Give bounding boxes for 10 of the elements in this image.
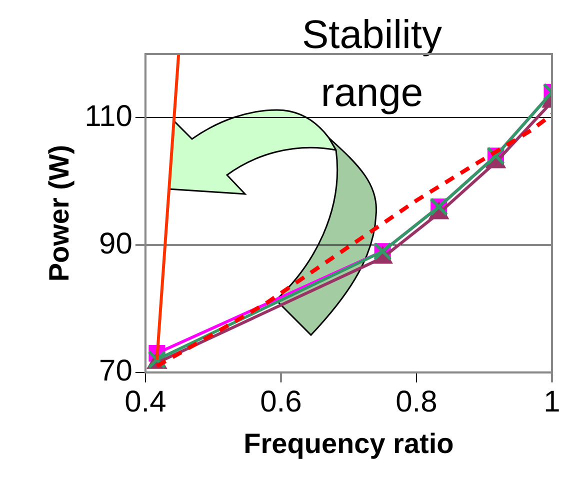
- x-tick-label: 1: [544, 386, 560, 419]
- annotation: Stability range: [300, 12, 444, 117]
- y-tick-label: 70: [99, 354, 132, 388]
- y-axis-title: Power (W): [44, 144, 75, 282]
- x-tick-label: 0.8: [396, 386, 438, 419]
- y-tick-label: 90: [99, 227, 132, 260]
- x-tick-label: 0.6: [260, 386, 302, 419]
- x-axis-title: Frequency ratio: [244, 428, 454, 459]
- y-tick-label: 110: [84, 100, 132, 133]
- x-tick-label: 0.4: [124, 386, 166, 419]
